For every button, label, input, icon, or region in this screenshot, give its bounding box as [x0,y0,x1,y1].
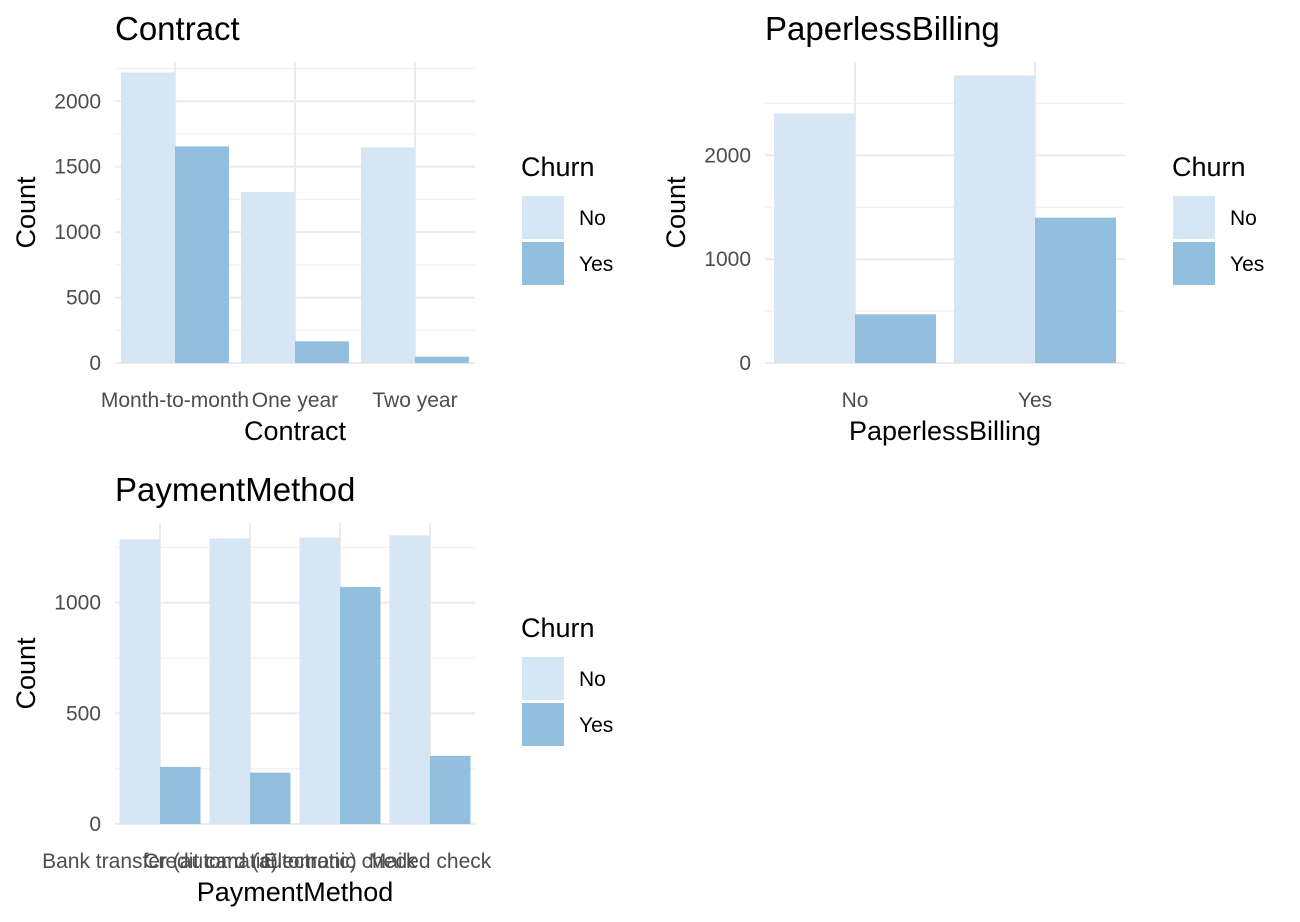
legend-title: Churn [521,152,595,182]
bar-no-3 [361,147,415,363]
bar-yes-2 [250,772,291,824]
y-tick-label: 2000 [704,144,751,167]
y-axis-title: Count [661,176,691,249]
x-tick-label: Electronic check [264,850,417,873]
bar-yes-3 [415,356,469,363]
y-tick-label: 500 [66,702,101,725]
legend-title: Churn [521,613,595,643]
bar-no-2 [209,538,250,824]
bar-yes-2 [1035,217,1116,363]
legend-label: Yes [579,714,613,737]
y-axis-title: Count [11,637,41,710]
legend-label: Yes [579,253,613,276]
y-tick-label: 1000 [54,592,101,615]
x-tick-label: Month-to-month [101,389,249,412]
legend-key-no [1173,196,1215,239]
y-tick-label: 0 [89,352,101,375]
legend-label: No [579,207,606,230]
bar-yes-2 [295,341,349,363]
legend-key-yes [522,242,564,285]
chart-panel-3: 0 500 1000 Bank transfer (automatic)Credit … [11,471,613,907]
bar-yes-1 [175,146,229,363]
x-tick-label: No [842,389,869,412]
y-tick-label: 500 [66,287,101,310]
bar-yes-1 [855,314,936,363]
chart-title: PaperlessBilling [765,10,1000,47]
chart-title: PaymentMethod [115,471,355,508]
legend-key-no [522,657,564,700]
x-axis-title: Contract [244,416,347,446]
x-axis-title: PaymentMethod [197,877,394,907]
legend-key-yes [522,703,564,746]
x-tick-label: Two year [372,389,457,412]
y-tick-label: 0 [739,352,751,375]
bar-no-3 [299,537,340,824]
legend-label: No [579,668,606,691]
legend-key-yes [1173,242,1215,285]
x-tick-label: Yes [1018,389,1052,412]
y-tick-label: 0 [89,813,101,836]
bar-no-1 [121,72,175,363]
legend: Churn No Yes [521,152,613,285]
y-tick-label: 2000 [54,90,101,113]
legend-key-no [522,196,564,239]
bar-no-2 [241,191,295,363]
chart-panel-2: 0 1000 2000 No Yes PaperlessBilling PaperlessB… [661,10,1264,446]
y-tick-label: 1500 [54,156,101,179]
legend: Churn No Yes [1172,152,1264,285]
y-tick-label: 1000 [54,221,101,244]
legend-label: No [1230,207,1257,230]
bar-yes-3 [340,586,381,824]
y-tick-label: 1000 [704,248,751,271]
chart-panel-1: 0 500 1000 1500 2000 Month-to-month One year Tw… [11,10,613,446]
bar-no-4 [389,535,430,824]
legend-title: Churn [1172,152,1246,182]
x-tick-label: Credit card (automatic) [143,850,357,873]
x-tick-label: Mailed check [369,850,492,873]
x-tick-label: One year [252,389,338,412]
x-axis-title: PaperlessBilling [849,416,1041,446]
bar-no-2 [954,75,1035,363]
x-tick-label: Bank transfer (automatic) [42,850,278,873]
legend-label: Yes [1230,253,1264,276]
legend: Churn No Yes [521,613,613,746]
bar-yes-4 [430,755,471,824]
bar-yes-1 [160,766,201,824]
y-axis-title: Count [11,176,41,249]
chart-title: Contract [115,10,240,47]
bar-no-1 [119,539,160,824]
bar-no-1 [774,113,855,363]
